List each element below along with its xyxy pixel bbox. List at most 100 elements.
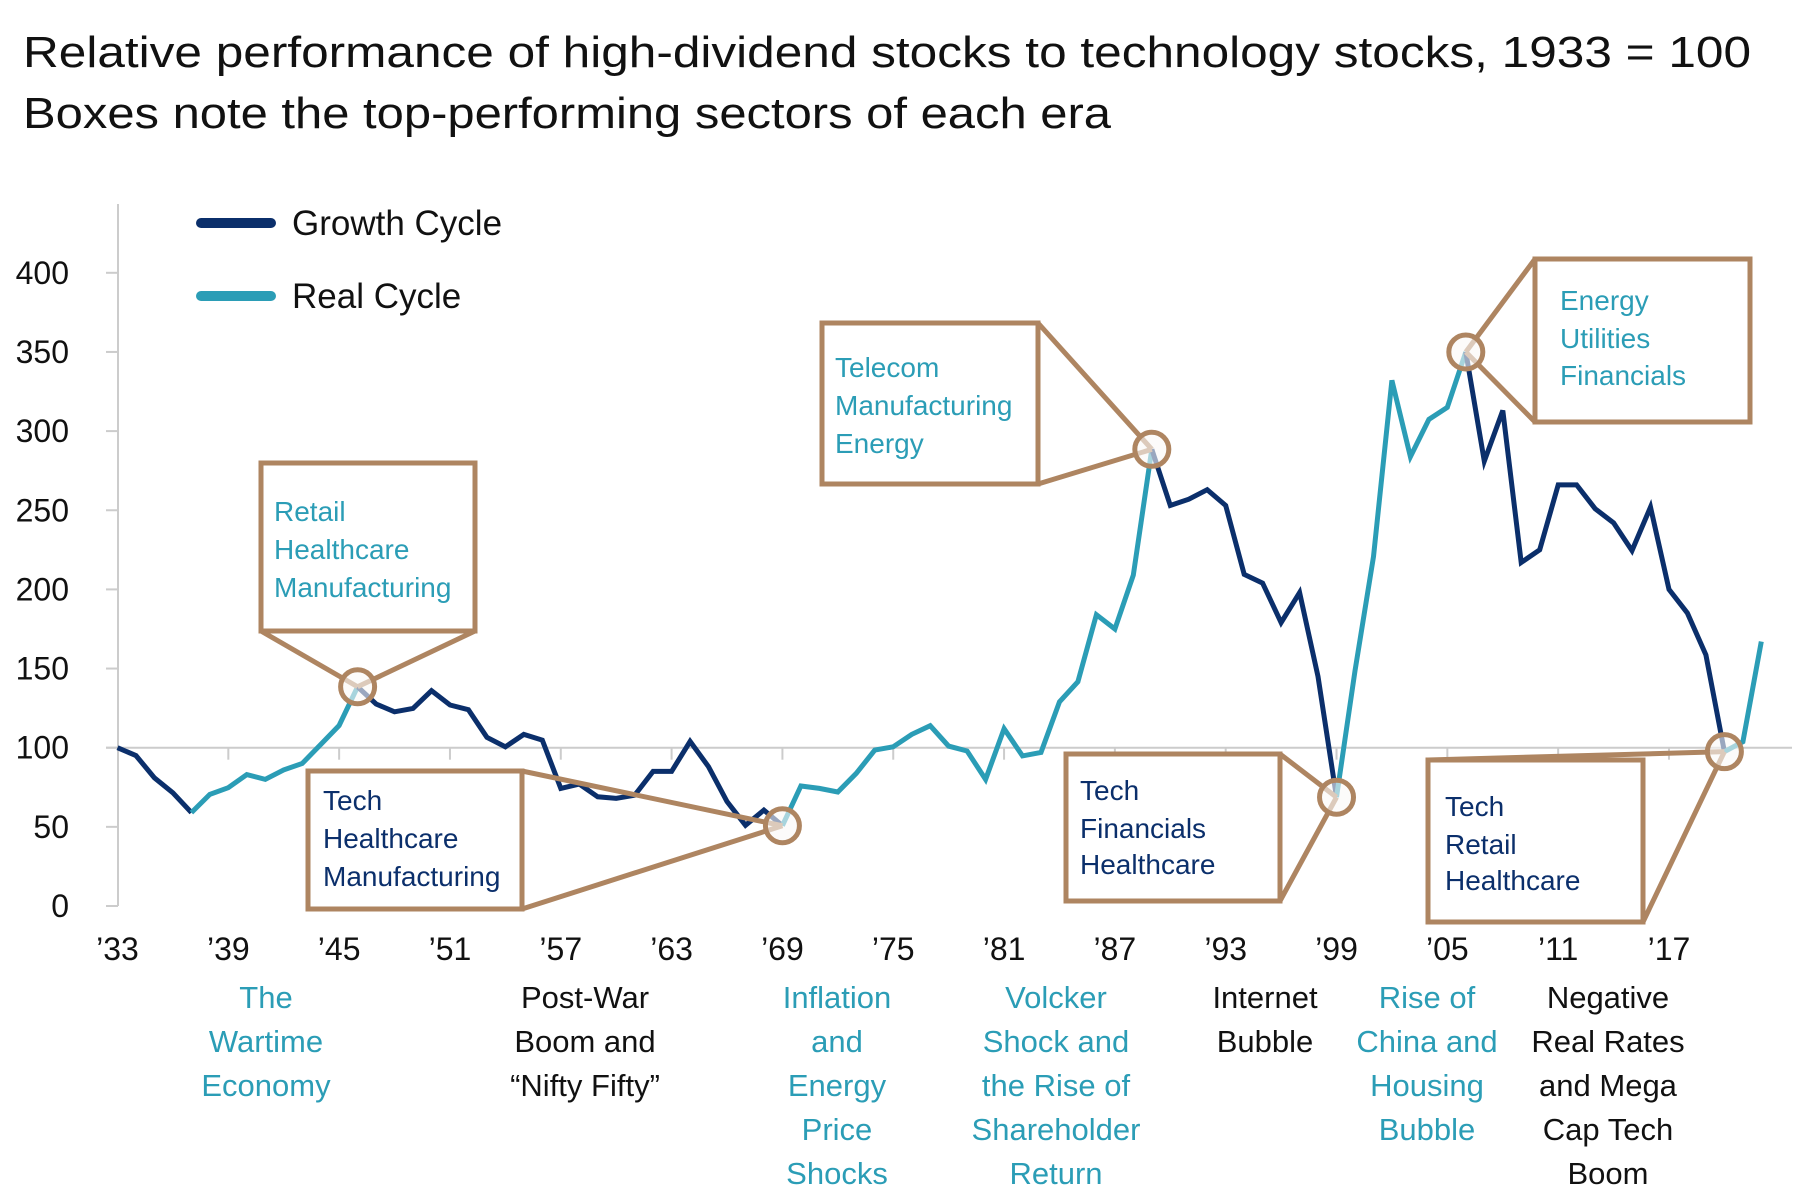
callout-2006: Energy Utilities Financials — [1446, 256, 1753, 425]
data-point — [1685, 611, 1690, 616]
callout-sector-label: Healthcare — [1080, 849, 1215, 880]
x-tick-label: ’63 — [650, 931, 693, 967]
data-point — [1648, 505, 1653, 510]
data-point — [189, 810, 194, 815]
callout-sector-label: Energy — [1560, 285, 1649, 316]
callout-box — [1532, 256, 1753, 425]
data-point — [669, 769, 674, 774]
data-point — [798, 784, 803, 789]
callout-sector-label: Tech — [323, 785, 382, 816]
era-labels: The Wartime Economy Post-War Boom and “Nifty … — [201, 980, 1684, 1191]
data-point — [1205, 487, 1210, 492]
y-tick-label: 100 — [16, 730, 69, 766]
data-point — [447, 702, 452, 707]
data-point — [1297, 590, 1302, 595]
growth-cycle-segment — [1463, 351, 1727, 753]
era-label-line: Internet — [1212, 980, 1318, 1015]
era-label-line: and Mega — [1539, 1068, 1678, 1103]
data-point — [1574, 482, 1579, 487]
data-point — [1703, 652, 1708, 657]
data-point — [1759, 639, 1764, 644]
data-point — [1112, 626, 1117, 631]
era-label-line: Bubble — [1379, 1112, 1476, 1147]
real-cycle-segment — [780, 448, 1155, 827]
era-label-line: Economy — [201, 1068, 331, 1103]
callout-marker-circle — [1132, 429, 1172, 469]
era-label-line: Wartime — [209, 1024, 323, 1059]
callout-sector-label: Manufacturing — [323, 861, 500, 892]
data-point — [152, 775, 157, 780]
y-tick-label: 300 — [16, 413, 69, 449]
growth-cycle-segment — [1149, 448, 1339, 798]
data-point — [300, 761, 305, 766]
callout-1946: Retail Healthcare Manufacturing — [258, 460, 478, 707]
data-point — [1039, 750, 1044, 755]
era-label-line: and — [811, 1024, 863, 1059]
data-point — [651, 769, 656, 774]
data-point — [1408, 454, 1413, 459]
data-point — [411, 706, 416, 711]
callout-1989: Telecom Manufacturing Energy — [819, 320, 1172, 487]
era-label: Negative Real Rates and Mega Cap Tech Boom — [1531, 980, 1684, 1191]
callout-1999: Tech Financials Healthcare — [1063, 751, 1357, 904]
data-point — [1389, 378, 1394, 383]
callout-sector-label: Healthcare — [1445, 865, 1580, 896]
data-point — [170, 790, 175, 795]
data-point — [1242, 572, 1247, 577]
callout-sector-label: Financials — [1080, 813, 1206, 844]
callout-box — [1425, 757, 1646, 925]
era-label-line: Shock and — [983, 1024, 1130, 1059]
data-point — [244, 772, 249, 777]
callout-sector-label: Healthcare — [323, 823, 458, 854]
era-label-line: Bubble — [1217, 1024, 1314, 1059]
data-point — [1445, 405, 1450, 410]
callout-sector-label: Tech — [1445, 791, 1504, 822]
callout-sector-label: Utilities — [1560, 323, 1650, 354]
era-label-line: Shareholder — [972, 1112, 1141, 1147]
data-point — [614, 796, 619, 801]
callout-sector-label: Manufacturing — [835, 390, 1012, 421]
data-point — [1020, 753, 1025, 758]
era-label-line: Return — [1009, 1156, 1102, 1191]
data-point — [1002, 726, 1007, 731]
real-cycle-segment — [1334, 351, 1469, 798]
callout-sector-label: Healthcare — [274, 534, 409, 565]
data-point — [688, 739, 693, 744]
data-point — [909, 732, 914, 737]
growth-cycle-segment — [355, 684, 785, 829]
chart-title: Relative performance of high-dividend st… — [23, 28, 1751, 77]
era-label-line: Real Rates — [1531, 1024, 1684, 1059]
era-label-line: Volcker — [1005, 980, 1107, 1015]
real-cycle-segment — [189, 685, 360, 815]
x-tick-label: ’75 — [872, 931, 915, 967]
callout-marker-circle — [1704, 732, 1744, 772]
data-point — [1352, 668, 1357, 673]
callout-sector-label: Tech — [1080, 775, 1139, 806]
data-point — [1094, 612, 1099, 617]
data-point — [263, 777, 268, 782]
data-point — [595, 794, 600, 799]
callout-connector — [1036, 321, 1154, 451]
y-tick-label: 0 — [51, 888, 69, 924]
data-point — [946, 744, 951, 749]
data-point — [1371, 554, 1376, 559]
data-point — [928, 723, 933, 728]
era-label: Post-War Boom and “Nifty Fifty” — [510, 980, 660, 1103]
legend-label-growth: Growth Cycle — [292, 204, 502, 243]
era-label-line: The — [239, 980, 292, 1015]
data-point — [484, 735, 489, 740]
era-label-line: Post-War — [521, 980, 649, 1015]
data-point — [891, 744, 896, 749]
data-point — [337, 723, 342, 728]
callout-marker-circle — [1317, 777, 1357, 817]
y-tick-label: 50 — [33, 809, 69, 845]
data-point — [725, 799, 730, 804]
x-tick-label: ’45 — [318, 931, 361, 967]
era-label-line: Rise of — [1379, 980, 1476, 1015]
data-point — [1131, 573, 1136, 578]
callout-sector-label: Financials — [1560, 360, 1686, 391]
era-label-line: China and — [1356, 1024, 1497, 1059]
callout-marker-circle — [338, 667, 378, 707]
callout-sector-label: Energy — [835, 428, 924, 459]
y-tick-label: 150 — [16, 651, 69, 687]
